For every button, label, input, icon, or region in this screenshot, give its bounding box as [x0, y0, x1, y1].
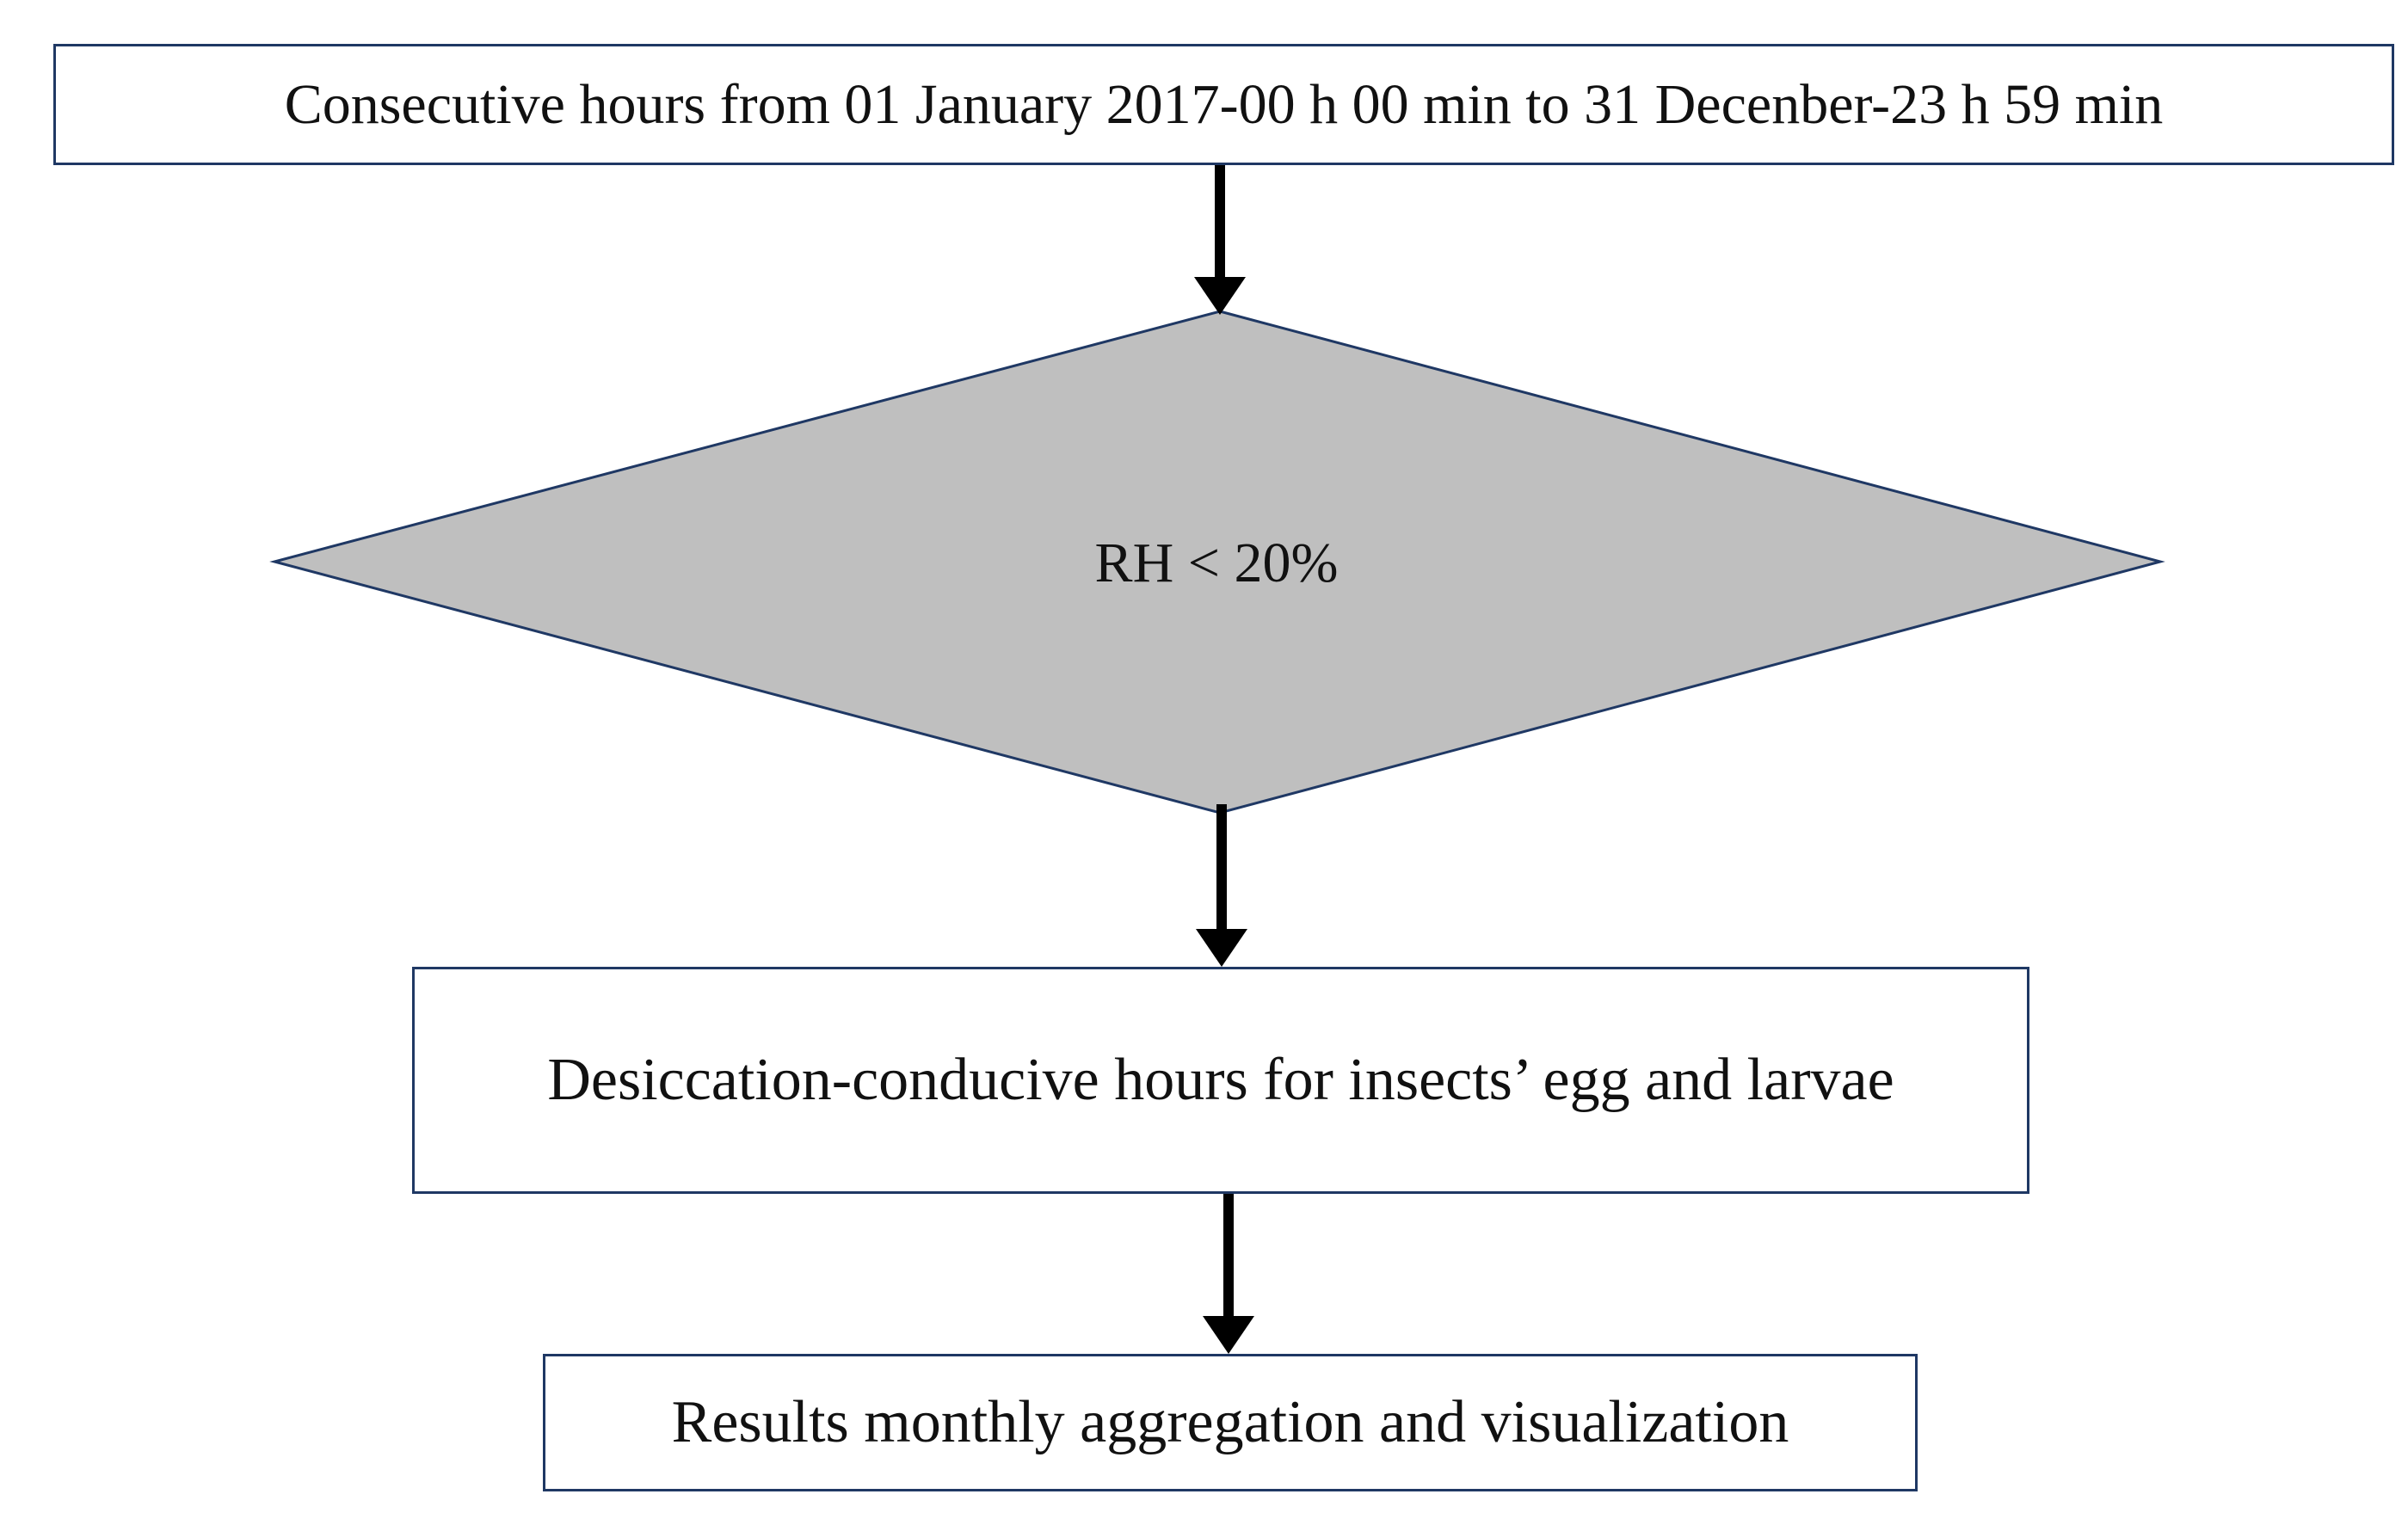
output-node-label: Desiccation-conducive hours for insects’…: [547, 1047, 1894, 1113]
arrow-start-to-decision: [1194, 157, 1246, 315]
arrow-output-to-results: [1203, 1194, 1254, 1354]
decision-node-label: RH < 20%: [1094, 532, 1339, 594]
arrow-decision-to-output: [1196, 804, 1247, 967]
results-node-label: Results monthly aggregation and visualiz…: [671, 1389, 1789, 1455]
start-node: Consecutive hours from 01 January 2017-0…: [53, 44, 2394, 165]
start-node-label: Consecutive hours from 01 January 2017-0…: [284, 72, 2164, 136]
output-node: Desiccation-conducive hours for insects’…: [412, 967, 2029, 1194]
results-node: Results monthly aggregation and visualiz…: [543, 1354, 1918, 1491]
